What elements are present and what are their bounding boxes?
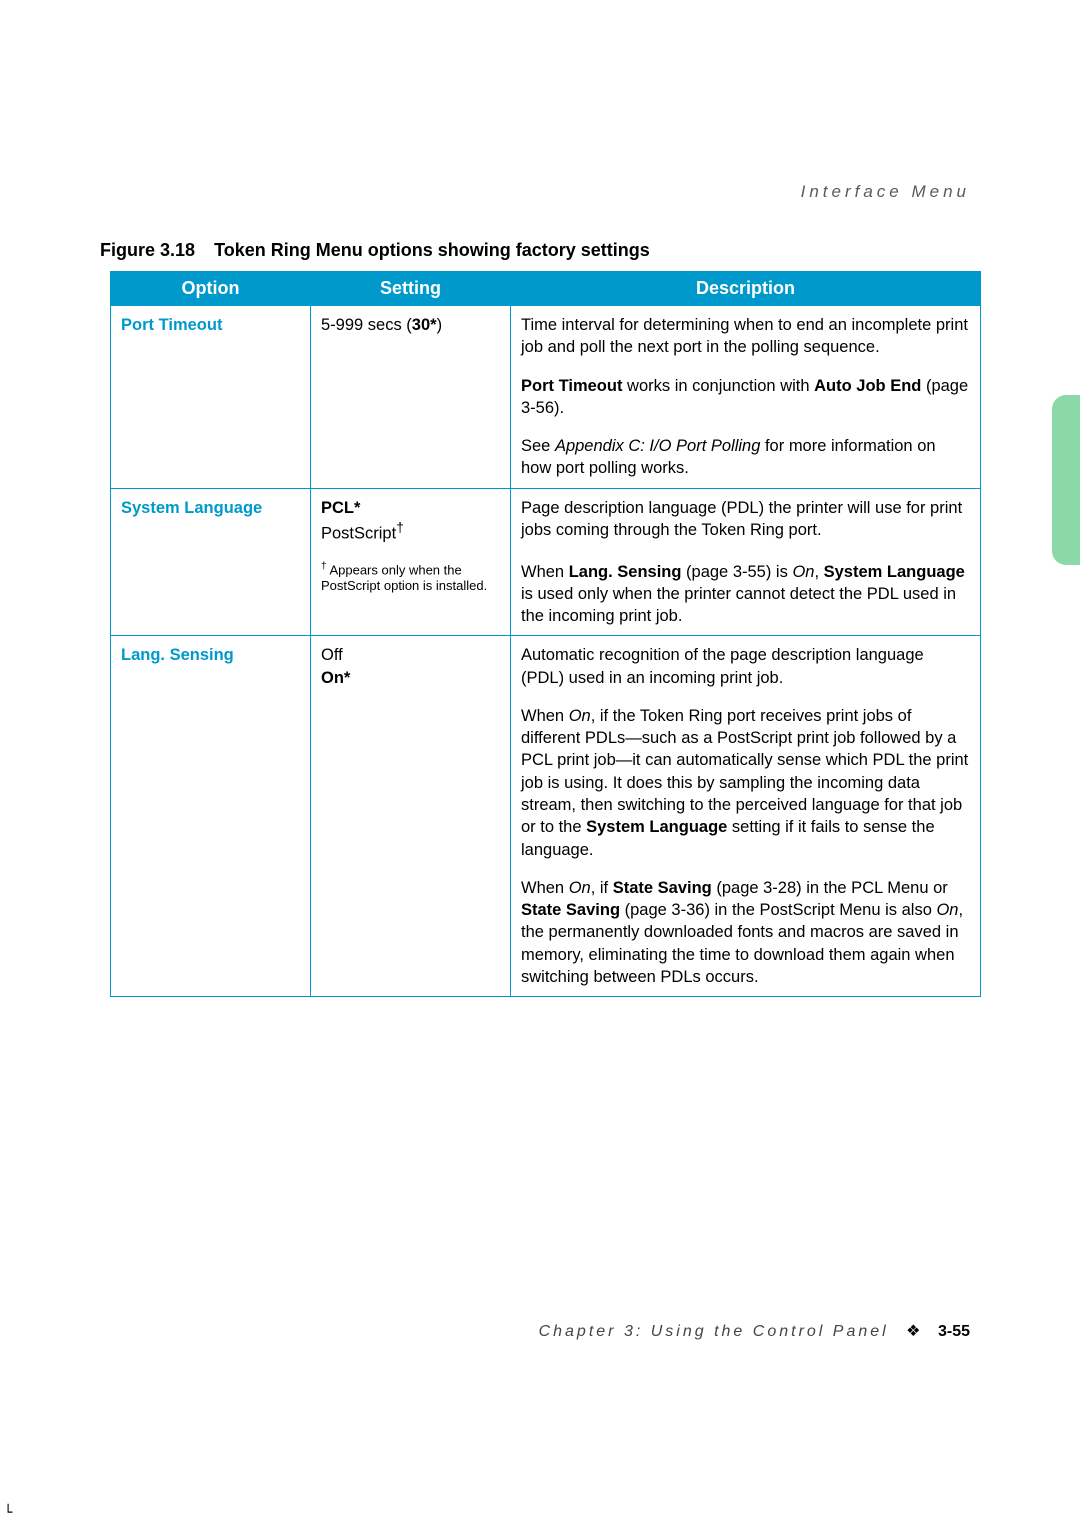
cell-description: When On, if the Token Ring port receives… bbox=[511, 697, 981, 869]
page-footer: Chapter 3: Using the Control Panel ❖ 3-5… bbox=[539, 1321, 970, 1341]
header-description: Description bbox=[511, 272, 981, 306]
cell-description: Port Timeout works in conjunction with A… bbox=[511, 367, 981, 428]
cell-description: Time interval for determining when to en… bbox=[511, 306, 981, 367]
cell-description: Automatic recognition of the page descri… bbox=[511, 636, 981, 697]
setting-footnote: † Appears only when the PostScript optio… bbox=[321, 561, 500, 595]
cell-setting-footnote: † Appears only when the PostScript optio… bbox=[311, 553, 511, 636]
cell-description: When On, if State Saving (page 3-28) in … bbox=[511, 869, 981, 997]
cell-option: Port Timeout bbox=[111, 306, 311, 489]
cell-option: System Language bbox=[111, 488, 311, 636]
setting-prefix: 5-999 secs ( bbox=[321, 316, 412, 334]
cell-setting: Off On* bbox=[311, 636, 511, 997]
header-setting: Setting bbox=[311, 272, 511, 306]
diamond-icon: ❖ bbox=[906, 1323, 920, 1340]
cell-description: See Appendix C: I/O Port Polling for mor… bbox=[511, 427, 981, 488]
table-header-row: Option Setting Description bbox=[111, 272, 981, 306]
cell-description: When Lang. Sensing (page 3-55) is On, Sy… bbox=[511, 553, 981, 636]
figure-number: Figure 3.18 bbox=[100, 240, 195, 260]
header-option: Option bbox=[111, 272, 311, 306]
setting-suffix: ) bbox=[437, 316, 443, 334]
setting-line: PostScript† bbox=[321, 519, 500, 545]
setting-default: 30* bbox=[412, 316, 437, 334]
option-port-timeout: Port Timeout bbox=[121, 316, 222, 334]
setting-line: On* bbox=[321, 667, 500, 689]
cell-description: Page description language (PDL) the prin… bbox=[511, 488, 981, 553]
cell-setting: PCL* PostScript† bbox=[311, 488, 511, 553]
table-row: Lang. Sensing Off On* Automatic recognit… bbox=[111, 636, 981, 697]
option-lang-sensing: Lang. Sensing bbox=[121, 646, 234, 664]
footer-page-number: 3-55 bbox=[938, 1323, 970, 1340]
table-row: System Language PCL* PostScript† Page de… bbox=[111, 488, 981, 553]
cell-option: Lang. Sensing bbox=[111, 636, 311, 997]
side-color-tab bbox=[1052, 395, 1080, 565]
footer-chapter: Chapter 3: Using the Control Panel bbox=[539, 1323, 889, 1340]
running-head: Interface Menu bbox=[801, 182, 970, 202]
table-row: Port Timeout 5-999 secs (30*) Time inter… bbox=[111, 306, 981, 367]
page-root: Interface Menu Figure 3.18 Token Ring Me… bbox=[0, 0, 1080, 1525]
figure-caption: Figure 3.18 Token Ring Menu options show… bbox=[100, 240, 980, 261]
options-table: Option Setting Description Port Timeout … bbox=[110, 271, 981, 997]
setting-line: Off bbox=[321, 644, 500, 666]
crop-mark-icon: └ bbox=[4, 1505, 12, 1521]
setting-line: PCL* bbox=[321, 497, 500, 519]
cell-setting: 5-999 secs (30*) bbox=[311, 306, 511, 489]
option-system-language: System Language bbox=[121, 499, 262, 517]
figure-title: Token Ring Menu options showing factory … bbox=[214, 240, 650, 260]
